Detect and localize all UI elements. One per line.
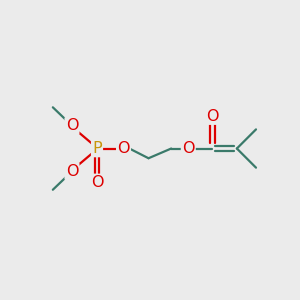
Text: O: O <box>66 118 78 134</box>
Text: O: O <box>91 175 103 190</box>
Text: O: O <box>66 164 78 179</box>
Text: O: O <box>182 141 194 156</box>
Text: O: O <box>206 109 219 124</box>
Text: O: O <box>117 141 130 156</box>
Text: P: P <box>92 141 102 156</box>
